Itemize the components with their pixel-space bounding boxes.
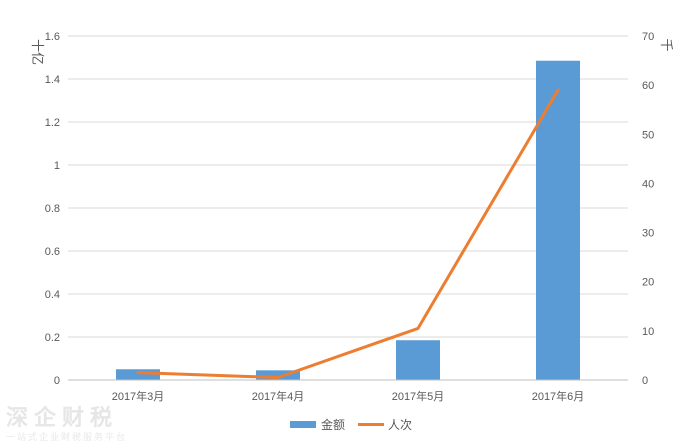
x-tick-label: 2017年4月 bbox=[252, 389, 305, 403]
right-axis-ticks: 0 10 20 30 40 50 60 70 bbox=[642, 31, 654, 387]
left-tick-label: 1.4 bbox=[45, 74, 60, 86]
right-tick-label: 10 bbox=[642, 326, 654, 338]
legend: 金额 人次 bbox=[290, 417, 412, 432]
left-tick-label: 0.6 bbox=[45, 246, 60, 258]
left-tick-label: 0 bbox=[54, 375, 60, 387]
left-tick-label: 1 bbox=[54, 160, 60, 172]
left-tick-label: 0.2 bbox=[45, 332, 60, 344]
bar bbox=[256, 370, 300, 380]
left-axis-unit: 十亿 bbox=[29, 39, 44, 65]
right-tick-label: 40 bbox=[642, 178, 654, 190]
right-tick-label: 30 bbox=[642, 228, 654, 240]
x-tick-label: 2017年3月 bbox=[112, 389, 165, 403]
right-tick-label: 20 bbox=[642, 277, 654, 289]
bar bbox=[396, 340, 440, 380]
legend-label-amount: 金额 bbox=[321, 417, 345, 432]
legend-label-count: 人次 bbox=[388, 418, 412, 432]
right-tick-label: 60 bbox=[642, 80, 654, 92]
x-axis-ticks: 2017年3月 2017年4月 2017年5月 2017年6月 bbox=[112, 389, 585, 403]
x-tick-label: 2017年5月 bbox=[392, 389, 445, 403]
series-line bbox=[136, 88, 560, 379]
watermark-logo: 深企财税 bbox=[6, 405, 119, 431]
left-tick-label: 0.4 bbox=[45, 289, 60, 301]
line-series bbox=[136, 88, 560, 379]
bar bbox=[536, 60, 580, 380]
x-tick-label: 2017年6月 bbox=[532, 389, 585, 403]
legend-swatch-amount bbox=[290, 421, 316, 428]
left-tick-label: 1.2 bbox=[45, 117, 60, 129]
right-tick-label: 70 bbox=[642, 31, 654, 43]
gridlines bbox=[68, 35, 628, 338]
right-tick-label: 0 bbox=[642, 375, 648, 387]
left-tick-label: 1.6 bbox=[45, 31, 60, 43]
bar-series bbox=[116, 60, 580, 380]
left-axis-ticks: 0 0.2 0.4 0.6 0.8 1 1.2 1.4 1.6 bbox=[45, 31, 60, 387]
bar bbox=[116, 369, 160, 380]
right-tick-label: 50 bbox=[642, 129, 654, 141]
right-axis-unit: 千 bbox=[658, 38, 673, 51]
watermark-slogan: 一站式企业财税服务平台 bbox=[6, 433, 128, 443]
left-tick-label: 0.8 bbox=[45, 203, 60, 215]
